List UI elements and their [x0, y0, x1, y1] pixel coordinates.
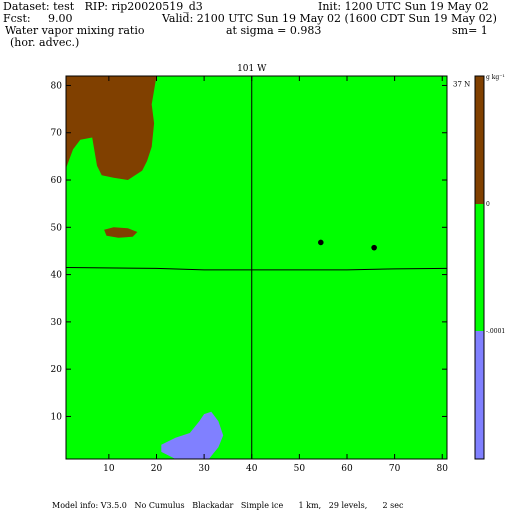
colorbar-segment-1: [475, 76, 484, 204]
x-tick-label-50: 50: [294, 464, 306, 474]
advection-label: (hor. advec.): [10, 36, 80, 49]
colorbar-label-2: -.0001: [486, 328, 505, 335]
shaded-region-3: [161, 411, 224, 459]
x-tick-label-10: 10: [103, 464, 115, 474]
y-tick-label-40: 40: [51, 271, 63, 281]
station-dot-2: [371, 244, 377, 251]
colorbar-frame: [474, 75, 485, 460]
meridian-label: 101 W: [237, 64, 267, 74]
y-tick-label-80: 80: [51, 81, 63, 91]
colorbar-segment-3: [475, 331, 484, 459]
model-info-footer: Model info: V3.5.0 No Cumulus Blackadar …: [52, 501, 404, 510]
dataset-label: Dataset: test RIP: rip20020519_d3: [3, 0, 203, 13]
y-tick-label-60: 60: [51, 176, 63, 186]
x-tick-label-40: 40: [246, 464, 258, 474]
y-tick-label-50: 50: [51, 223, 63, 233]
colorbar-unit: g kg⁻¹: [486, 74, 505, 81]
y-tick-label-10: 10: [51, 412, 63, 422]
x-tick-label-70: 70: [389, 464, 401, 474]
y-tick-label-20: 20: [51, 365, 63, 375]
init-label: Init: 1200 UTC Sun 19 May 02: [318, 0, 489, 13]
y-tick-label-30: 30: [51, 318, 63, 328]
valid-time-label: Valid: 2100 UTC Sun 19 May 02 (1600 CDT …: [162, 12, 497, 25]
shaded-region-2: [104, 227, 138, 238]
x-tick-label-60: 60: [341, 464, 353, 474]
x-tick-label-80: 80: [437, 464, 449, 474]
colorbar-label-1: 0: [486, 201, 490, 208]
shaded-region-1: [66, 76, 157, 180]
plot-frame: [65, 75, 448, 460]
colorbar-segment-2: [475, 204, 484, 331]
parallel-line: [65, 267, 448, 271]
smoothing-label: sm= 1: [452, 24, 488, 37]
y-tick-label-70: 70: [51, 129, 63, 139]
sigma-label: at sigma = 0.983: [226, 24, 322, 37]
field-title: Water vapor mixing ratio: [5, 24, 145, 37]
x-tick-label-20: 20: [151, 464, 163, 474]
forecast-label: Fcst: 9.00: [3, 12, 73, 25]
x-tick-label-30: 30: [198, 464, 210, 474]
station-dot-1: [317, 239, 324, 246]
parallel-label: 37 N: [453, 80, 470, 88]
